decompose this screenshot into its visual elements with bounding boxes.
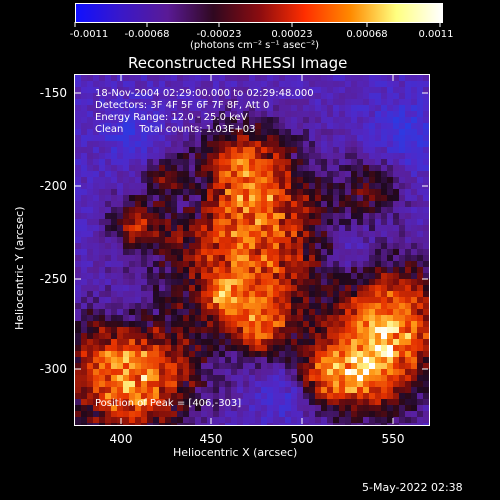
x-axis-label: Heliocentric X (arcsec)	[173, 446, 298, 459]
y-tick-label: -250	[40, 272, 67, 286]
info-detectors: Detectors: 3F 4F 5F 6F 7F 8F, Att 0	[95, 100, 270, 111]
y-axis-label: Heliocentric Y (arcsec)	[13, 206, 26, 330]
colorbar-axis: -0.0011 -0.00068 -0.00023 0.00023 0.00068 0.0…	[70, 22, 454, 40]
y-tick-label: -200	[40, 179, 67, 193]
colorbar-tick-label: 0.00068	[346, 29, 387, 40]
colorbar-tick-label: -0.00023	[197, 29, 242, 40]
colorbar-tick-label: 0.00023	[271, 29, 312, 40]
plot-title: Reconstructed RHESSI Image	[128, 54, 348, 72]
x-tick-label: 450	[200, 432, 223, 446]
y-tick-label: -150	[40, 86, 67, 100]
image-plot: 18-Nov-2004 02:29:00.000 to 02:29:48.000…	[74, 74, 430, 426]
colorbar-gradient	[76, 4, 442, 22]
info-energy: Energy Range: 12.0 - 25.0 keV	[95, 112, 248, 123]
info-clean: Clean Total counts: 1.03E+03	[95, 124, 256, 135]
colorbar-tick-label: -0.0011	[70, 29, 109, 40]
x-tick-label: 500	[291, 432, 314, 446]
colorbar-tick-label: 0.0011	[419, 29, 454, 40]
colorbar-tick-label: -0.00068	[125, 29, 170, 40]
timestamp: 5-May-2022 02:38	[362, 481, 463, 494]
peak-position: Position of Peak = [406,-303]	[95, 398, 242, 409]
colorbar	[75, 3, 443, 23]
x-tick-label: 550	[382, 432, 405, 446]
x-tick-label: 400	[110, 432, 133, 446]
heatmap	[75, 75, 429, 425]
colorbar-units: (photons cm⁻² s⁻¹ asec⁻²)	[190, 40, 320, 51]
y-tick-label: -300	[40, 362, 67, 376]
info-time: 18-Nov-2004 02:29:00.000 to 02:29:48.000	[95, 88, 314, 99]
